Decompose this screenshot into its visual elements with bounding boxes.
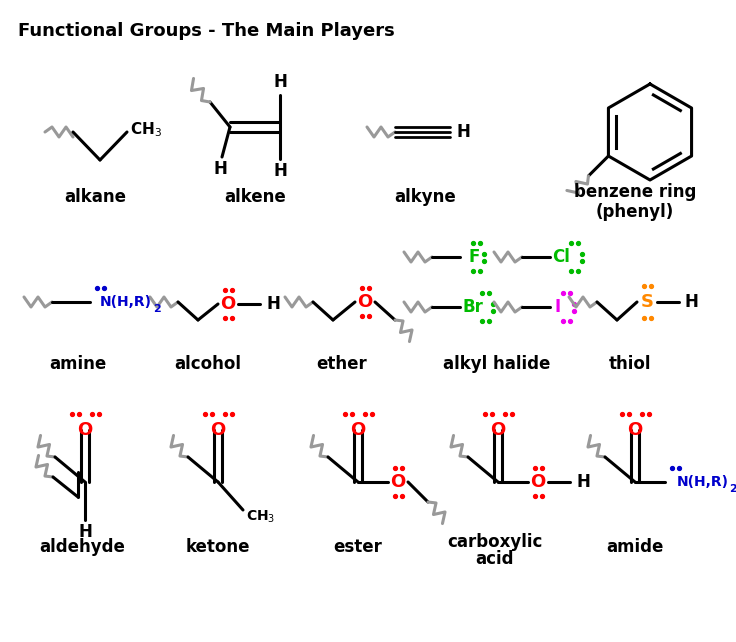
- Text: Br: Br: [462, 298, 483, 316]
- Text: H: H: [685, 293, 699, 311]
- Text: H: H: [457, 123, 471, 141]
- Text: O: O: [210, 421, 226, 439]
- Text: N(H,R): N(H,R): [100, 295, 152, 309]
- Text: ketone: ketone: [185, 538, 250, 556]
- Text: I: I: [554, 298, 560, 316]
- Text: alkyl halide: alkyl halide: [443, 355, 551, 373]
- Text: amide: amide: [606, 538, 664, 556]
- Text: H: H: [78, 523, 92, 541]
- Text: H: H: [213, 160, 227, 178]
- Text: O: O: [490, 421, 506, 439]
- Text: alkane: alkane: [64, 188, 126, 206]
- Text: N(H,R): N(H,R): [677, 475, 729, 489]
- Text: Functional Groups - The Main Players: Functional Groups - The Main Players: [18, 22, 394, 40]
- Text: ester: ester: [333, 538, 383, 556]
- Text: ether: ether: [316, 355, 367, 373]
- Text: S: S: [640, 293, 654, 311]
- Text: 2: 2: [729, 484, 736, 494]
- Text: O: O: [627, 421, 643, 439]
- Text: CH$_3$: CH$_3$: [246, 509, 275, 525]
- Text: thiol: thiol: [609, 355, 651, 373]
- Text: carboxylic: carboxylic: [447, 533, 542, 551]
- Text: H: H: [576, 473, 590, 491]
- Text: O: O: [531, 473, 545, 491]
- Text: F: F: [468, 248, 479, 266]
- Text: alkene: alkene: [224, 188, 286, 206]
- Text: aldehyde: aldehyde: [39, 538, 125, 556]
- Text: CH$_3$: CH$_3$: [130, 121, 162, 139]
- Text: H: H: [266, 295, 280, 313]
- Text: O: O: [77, 421, 93, 439]
- Text: alcohol: alcohol: [174, 355, 241, 373]
- Text: (phenyl): (phenyl): [596, 203, 674, 221]
- Text: 2: 2: [153, 304, 160, 314]
- Text: H: H: [273, 73, 287, 91]
- Text: acid: acid: [475, 550, 514, 568]
- Text: O: O: [390, 473, 406, 491]
- Text: amine: amine: [49, 355, 107, 373]
- Text: alkyne: alkyne: [394, 188, 456, 206]
- Text: benzene ring: benzene ring: [574, 183, 696, 201]
- Text: O: O: [350, 421, 366, 439]
- Text: O: O: [358, 293, 372, 311]
- Text: H: H: [273, 162, 287, 180]
- Text: Cl: Cl: [552, 248, 570, 266]
- Text: O: O: [220, 295, 236, 313]
